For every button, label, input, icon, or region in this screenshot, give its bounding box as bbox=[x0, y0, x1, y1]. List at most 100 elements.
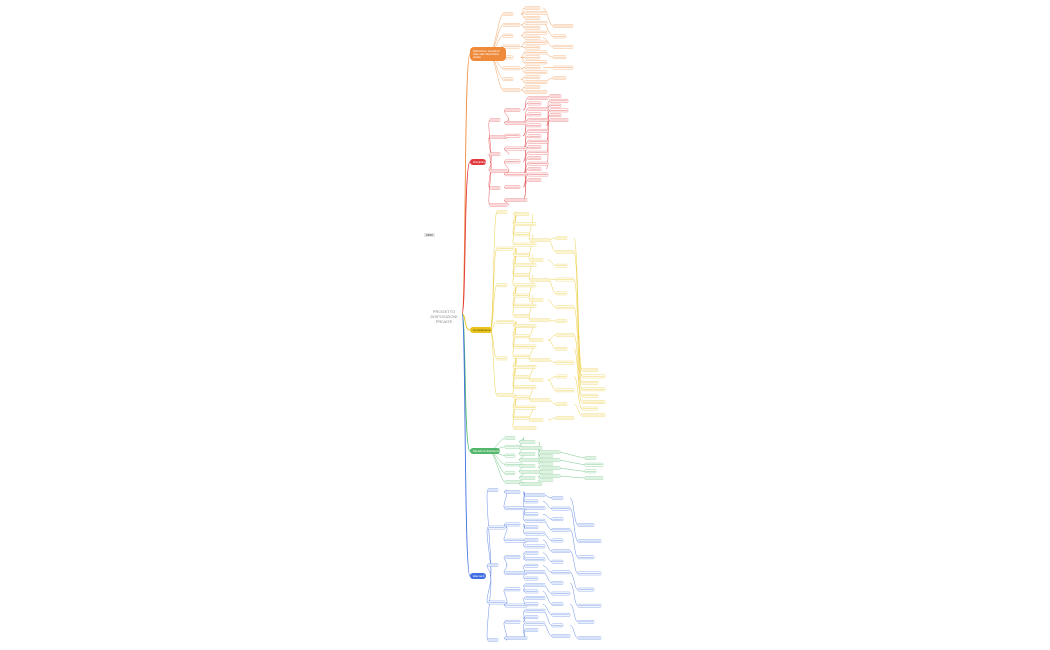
connector-line bbox=[528, 325, 534, 341]
connector-line bbox=[547, 299, 557, 308]
connector-line bbox=[528, 234, 534, 261]
connector-line bbox=[520, 57, 526, 63]
connector-line bbox=[547, 279, 557, 294]
connector-line bbox=[489, 450, 506, 483]
connector-line bbox=[537, 465, 541, 469]
connector-line bbox=[542, 552, 553, 562]
connector-line bbox=[537, 475, 541, 479]
branch-yellow-topic[interactable]: Cumulazione bbox=[470, 327, 492, 333]
connector-line bbox=[488, 153, 492, 163]
connector-line bbox=[520, 89, 526, 93]
connector-line bbox=[557, 475, 586, 479]
connector-line bbox=[542, 591, 553, 605]
connector-line bbox=[569, 582, 579, 606]
connector-line bbox=[489, 248, 498, 331]
root-title-line-3: PRIVATE bbox=[435, 319, 453, 324]
connector-line bbox=[542, 501, 553, 509]
root-title-line-2: DISPOSIZIONI bbox=[430, 314, 458, 319]
connector-line bbox=[542, 565, 553, 573]
connector-line bbox=[547, 376, 557, 381]
connector-line bbox=[522, 584, 526, 590]
connector-line bbox=[569, 529, 579, 558]
connector-line bbox=[547, 334, 557, 341]
connector-line bbox=[522, 108, 529, 124]
connector-line bbox=[503, 161, 510, 172]
connector-line bbox=[573, 237, 583, 371]
connector-line bbox=[461, 313, 471, 577]
connector-line bbox=[569, 603, 579, 623]
branch-green-topic[interactable]: Modelli di distribuzione bbox=[470, 448, 503, 454]
connector-line bbox=[522, 130, 529, 149]
connector-line bbox=[522, 610, 526, 622]
connector-line bbox=[520, 68, 526, 73]
connector-line bbox=[573, 403, 583, 416]
connector-line bbox=[461, 313, 471, 331]
connector-line bbox=[489, 211, 498, 331]
connector-line bbox=[520, 42, 526, 47]
connector-line bbox=[542, 514, 553, 520]
connector-line bbox=[503, 109, 510, 121]
branch-red-topic[interactable]: Disciplina bbox=[470, 159, 486, 165]
connector-line bbox=[503, 556, 508, 566]
connector-line bbox=[542, 539, 553, 552]
floating-topic[interactable]: xxxx bbox=[424, 233, 435, 237]
connector-line bbox=[522, 491, 526, 509]
connector-line bbox=[522, 552, 526, 558]
connector-line bbox=[522, 589, 526, 592]
connector-line bbox=[547, 239, 557, 253]
connector-line bbox=[461, 313, 471, 452]
connector-line bbox=[520, 32, 526, 36]
branch-yellow-label: Cumulazione bbox=[473, 328, 491, 332]
connector-line bbox=[520, 52, 526, 58]
connector-line bbox=[542, 604, 553, 615]
connector-line bbox=[503, 527, 508, 541]
branch-blue-topic[interactable]: Elementi bbox=[470, 573, 486, 579]
branch-orange-topic[interactable]: Definizioni e concetti di base sulle dis… bbox=[470, 47, 506, 61]
connector-line bbox=[528, 213, 534, 241]
connector-line bbox=[547, 339, 557, 349]
connector-line bbox=[573, 279, 583, 384]
branch-blue-label: Elementi bbox=[473, 574, 485, 578]
connector-line bbox=[503, 148, 510, 155]
connector-line bbox=[486, 564, 492, 577]
connector-line bbox=[520, 13, 526, 19]
connector-line bbox=[486, 575, 492, 641]
connector-line bbox=[520, 12, 526, 15]
connector-line bbox=[522, 616, 526, 622]
connector-line bbox=[520, 78, 526, 83]
branch-connectors bbox=[461, 7, 586, 641]
connector-line bbox=[569, 625, 579, 639]
connector-line bbox=[542, 7, 554, 27]
connector-line bbox=[569, 550, 579, 574]
connector-line bbox=[573, 376, 583, 409]
connector-line bbox=[503, 589, 508, 603]
connector-line bbox=[573, 334, 583, 396]
connector-line bbox=[528, 274, 534, 301]
subtopic-nodes bbox=[487, 6, 606, 642]
connector-line bbox=[520, 22, 526, 26]
connector-line bbox=[489, 329, 498, 359]
connector-line bbox=[522, 556, 526, 560]
connector-line bbox=[569, 497, 579, 526]
connector-line bbox=[522, 97, 529, 111]
connector-line bbox=[547, 259, 557, 266]
connector-line bbox=[542, 37, 554, 47]
connector-line bbox=[489, 329, 498, 396]
connector-line bbox=[503, 564, 508, 574]
connector-line bbox=[488, 136, 492, 163]
connector-line bbox=[528, 254, 534, 281]
root-title-line-1: PROGETTO bbox=[432, 309, 456, 314]
connector-line bbox=[520, 24, 526, 28]
connector-line bbox=[503, 199, 510, 206]
connector-line bbox=[522, 524, 526, 534]
connector-line bbox=[520, 76, 526, 80]
root-topic[interactable]: PROGETTO DISPOSIZIONI PRIVATE bbox=[428, 309, 460, 324]
connector-line bbox=[461, 161, 471, 315]
connector-line bbox=[522, 179, 529, 201]
connector-line bbox=[486, 575, 492, 603]
connector-line bbox=[573, 251, 583, 377]
connector-line bbox=[569, 508, 579, 542]
connector-line bbox=[489, 450, 506, 474]
connector-line bbox=[573, 348, 583, 403]
